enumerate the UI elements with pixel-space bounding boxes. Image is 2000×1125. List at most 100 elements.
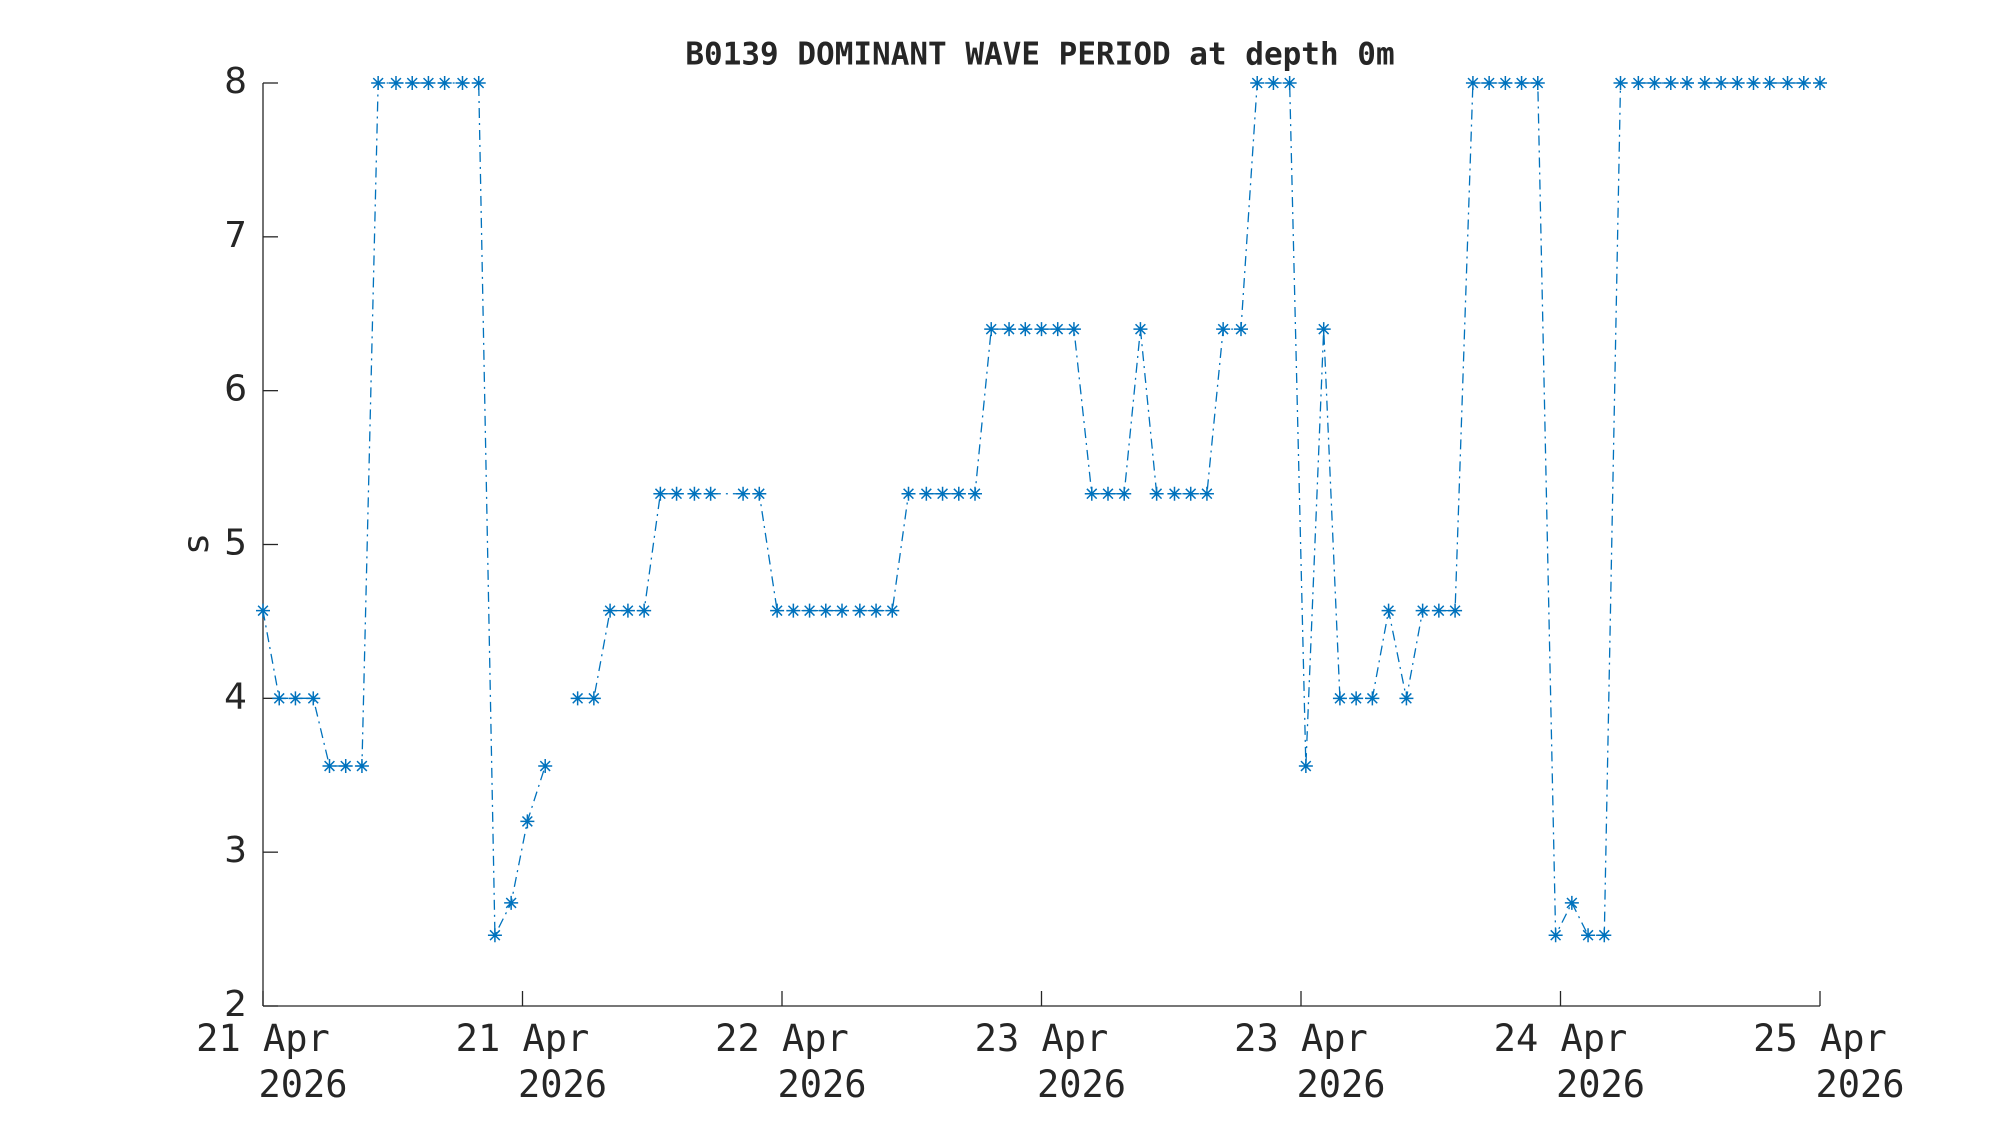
marker — [1084, 486, 1099, 501]
marker — [835, 603, 850, 618]
x-tick-label: 24 Apr 2026 — [1494, 1017, 1645, 1106]
marker — [1697, 76, 1712, 90]
marker — [1282, 76, 1297, 90]
x-tick-label: 23 Apr 2026 — [975, 1017, 1126, 1106]
marker — [1399, 691, 1414, 706]
y-tick-label: 7 — [224, 215, 247, 256]
marker — [1647, 76, 1662, 90]
x-tick-label-line: 24 Apr — [1494, 1017, 1628, 1060]
marker — [570, 691, 585, 706]
marker — [620, 603, 635, 618]
marker — [1482, 76, 1497, 90]
marker — [1564, 895, 1579, 910]
marker — [1613, 76, 1628, 90]
marker — [1183, 486, 1198, 501]
marker — [322, 759, 337, 774]
marker — [354, 759, 369, 774]
marker — [306, 691, 321, 706]
marker — [272, 691, 287, 706]
chart-title: B0139 DOMINANT WAVE PERIOD at depth 0m — [685, 37, 1394, 73]
marker — [1233, 322, 1248, 337]
marker — [1133, 322, 1148, 337]
marker — [1149, 486, 1164, 501]
marker — [1780, 76, 1795, 90]
x-tick-label-line: 23 Apr — [1234, 1017, 1368, 1060]
marker — [1548, 928, 1563, 943]
marker — [669, 486, 684, 501]
x-tick-label-line: 22 Apr — [715, 1017, 849, 1060]
marker — [538, 759, 553, 774]
marker — [1680, 76, 1695, 90]
marker — [437, 76, 452, 90]
x-tick-label-line: 21 Apr — [196, 1017, 330, 1060]
marker — [869, 603, 884, 618]
marker — [1597, 928, 1612, 943]
marker — [603, 603, 618, 618]
x-tick-label-line: 2026 — [1815, 1063, 1904, 1106]
marker — [984, 322, 999, 337]
marker — [1332, 691, 1347, 706]
marker — [338, 759, 353, 774]
marker — [1581, 928, 1596, 943]
marker — [388, 76, 403, 90]
marker — [1365, 691, 1380, 706]
marker — [818, 603, 833, 618]
marker — [1266, 76, 1281, 90]
y-tick-label: 4 — [224, 676, 247, 717]
x-tick-label-line: 2026 — [1296, 1063, 1385, 1106]
marker — [421, 76, 436, 90]
marker — [852, 603, 867, 618]
marker — [968, 486, 983, 501]
x-tick-label: 23 Apr 2026 — [1234, 1017, 1385, 1106]
marker — [1381, 603, 1396, 618]
x-tick-label-line: 25 Apr — [1753, 1017, 1887, 1060]
marker — [1514, 76, 1529, 90]
y-tick-label: 2 — [224, 984, 247, 1025]
marker — [1216, 322, 1231, 337]
marker — [901, 486, 916, 501]
y-tick-label: 8 — [224, 61, 247, 102]
y-tick-label: 6 — [224, 369, 247, 410]
marker — [1298, 759, 1313, 774]
marker — [1199, 486, 1214, 501]
marker — [371, 76, 386, 90]
marker — [487, 928, 502, 943]
marker — [637, 603, 652, 618]
marker — [504, 895, 519, 910]
marker — [1813, 76, 1827, 90]
marker — [1663, 76, 1678, 90]
marker — [1448, 603, 1463, 618]
marker — [405, 76, 420, 90]
marker — [1431, 603, 1446, 618]
x-tick-label-line: 2026 — [258, 1063, 347, 1106]
marker — [919, 486, 934, 501]
marker — [1250, 76, 1265, 90]
marker — [1167, 486, 1182, 501]
marker — [653, 486, 668, 501]
y-tick-label: 5 — [224, 523, 247, 564]
marker — [736, 486, 751, 501]
marker — [802, 603, 817, 618]
marker — [455, 76, 470, 90]
marker — [786, 603, 801, 618]
marker — [703, 486, 718, 501]
marker — [1349, 691, 1364, 706]
marker — [586, 691, 601, 706]
marker — [256, 603, 270, 618]
x-tick-label: 25 Apr 2026 — [1753, 1017, 1904, 1106]
marker — [1066, 322, 1081, 337]
marker — [1316, 322, 1331, 337]
x-tick-label-line: 21 Apr — [456, 1017, 590, 1060]
marker — [1018, 322, 1033, 337]
x-tick-label-line: 2026 — [1556, 1063, 1645, 1106]
x-tick-label-line: 2026 — [1037, 1063, 1126, 1106]
marker — [1746, 76, 1761, 90]
marker — [288, 691, 303, 706]
x-tick-label-line: 23 Apr — [975, 1017, 1109, 1060]
marker — [885, 603, 900, 618]
series-line — [262, 82, 1820, 936]
x-tick-label: 21 Apr 2026 — [456, 1017, 607, 1106]
marker — [1762, 76, 1777, 90]
marker — [1034, 322, 1049, 337]
